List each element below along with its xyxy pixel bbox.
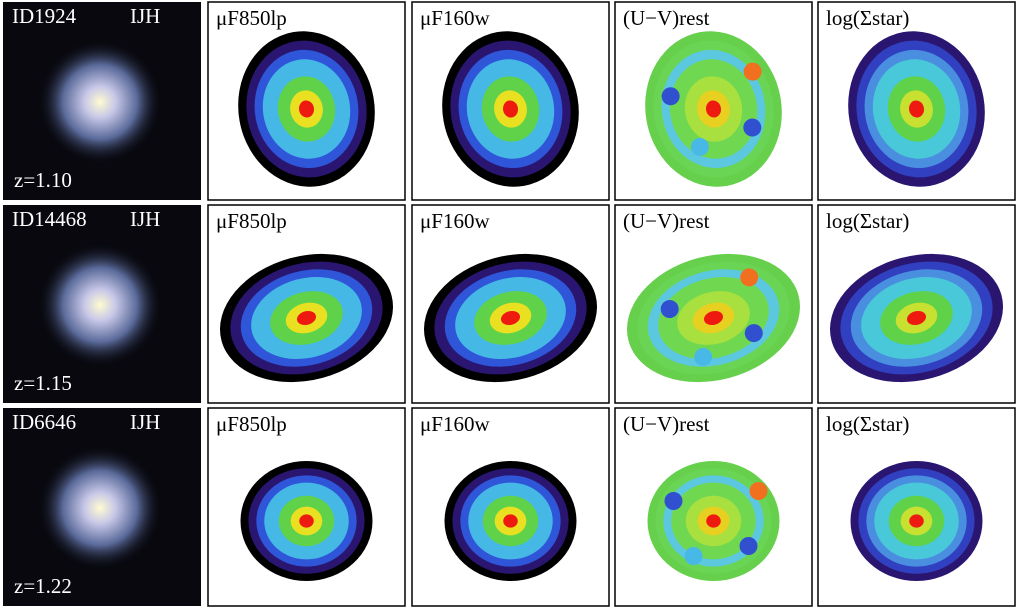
object-id: ID1924: [12, 4, 77, 28]
map-level: [500, 310, 521, 326]
map-level: [906, 310, 927, 326]
bands: IJH: [130, 207, 160, 231]
map: [850, 461, 983, 581]
map-patch: [739, 537, 758, 555]
map: [238, 31, 375, 187]
panel-label: log(Σstar): [826, 6, 909, 30]
map-level: [299, 514, 314, 528]
map-level: [909, 514, 924, 528]
panel-label: μF160w: [420, 209, 490, 233]
map: [647, 461, 780, 581]
map: [240, 461, 373, 581]
map-patch: [684, 547, 703, 565]
map: [423, 253, 598, 383]
map: [219, 253, 394, 383]
redshift: z=1.22: [14, 574, 72, 598]
panel-label: log(Σstar): [826, 412, 909, 436]
panel-label: μF160w: [420, 6, 490, 30]
map-patch: [749, 482, 768, 500]
galaxy: [38, 243, 162, 367]
map-patch: [743, 62, 762, 81]
map-level: [502, 100, 519, 118]
panel-label: μF850lp: [216, 209, 287, 233]
panel-label: μF850lp: [216, 6, 287, 30]
map-level: [908, 100, 925, 118]
map-level: [296, 310, 317, 326]
redshift: z=1.15: [14, 371, 72, 395]
map: [442, 31, 579, 187]
map-level: [503, 514, 518, 528]
map-patch: [744, 324, 763, 343]
map-patch: [743, 118, 762, 137]
galaxy: [38, 40, 162, 164]
map-patch: [661, 87, 680, 106]
map: [645, 31, 782, 187]
map-patch: [740, 268, 759, 287]
map: [444, 461, 577, 581]
map-patch: [690, 137, 709, 156]
map: [848, 31, 985, 187]
panel-label: log(Σstar): [826, 209, 909, 233]
map-patch: [660, 300, 679, 319]
map-level: [298, 100, 315, 118]
panel-label: μF850lp: [216, 412, 287, 436]
bands: IJH: [130, 4, 160, 28]
object-id: ID14468: [12, 207, 87, 231]
panel-label: μF160w: [420, 412, 490, 436]
redshift: z=1.10: [14, 168, 72, 192]
galaxy: [38, 446, 162, 570]
map-level: [703, 310, 724, 326]
panel-label: (U−V)rest: [623, 6, 710, 30]
map-patch: [694, 347, 713, 366]
bands: IJH: [130, 410, 160, 434]
map: [829, 253, 1004, 383]
map-patch: [664, 492, 683, 510]
panel-label: (U−V)rest: [623, 412, 710, 436]
map-level: [706, 514, 721, 528]
map-level: [705, 100, 722, 118]
map: [626, 253, 801, 383]
object-id: ID6646: [12, 410, 76, 434]
panel-label: (U−V)rest: [623, 209, 710, 233]
